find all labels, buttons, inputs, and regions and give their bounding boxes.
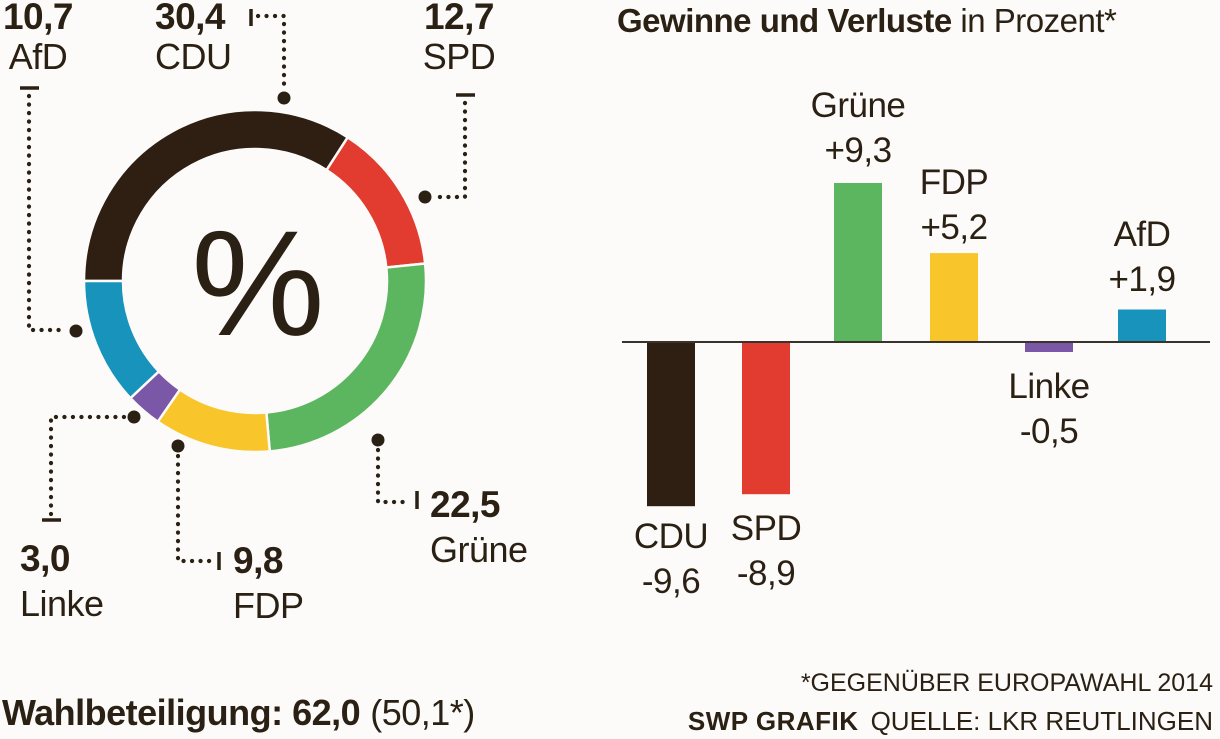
spd-value: 12,7 bbox=[423, 0, 495, 37]
leader-dot-spd bbox=[418, 190, 432, 204]
bar-afd-value: +1,9 bbox=[1108, 260, 1176, 299]
cdu-value: 30,4 bbox=[155, 0, 226, 37]
donut-label-afd: 10,7 AfD bbox=[2, 0, 74, 77]
afd-value: 10,7 bbox=[2, 0, 74, 37]
bar-label-afd: AfD +1,9 bbox=[1067, 212, 1217, 302]
gruene-name: Grüne bbox=[430, 529, 528, 570]
fdp-value: 9,8 bbox=[233, 540, 283, 581]
gruene-value: 22,5 bbox=[430, 484, 501, 525]
leader-dotted-line-fdp bbox=[175, 453, 213, 564]
bar-label-spd: SPD -8,9 bbox=[691, 506, 841, 596]
donut-label-gruene: 22,5 Grüne bbox=[430, 482, 528, 572]
bar-gruene-value: +9,3 bbox=[824, 131, 892, 170]
donut-label-cdu: 30,4 CDU bbox=[155, 0, 232, 77]
gains-losses-bar-chart bbox=[622, 183, 1210, 507]
title-rest: in Prozent* bbox=[951, 2, 1117, 39]
bar-linke bbox=[1025, 342, 1073, 352]
spd-name: SPD bbox=[422, 36, 496, 77]
donut-segment-afd bbox=[82, 279, 161, 400]
bar-label-gruene: Grüne +9,3 bbox=[783, 83, 933, 173]
linke-value: 3,0 bbox=[20, 538, 70, 579]
leader-dotted-line-cdu bbox=[255, 13, 287, 91]
title-bold: Gewinne und Verluste bbox=[617, 2, 952, 39]
bar-spd bbox=[742, 342, 790, 495]
bar-fdp-name: FDP bbox=[919, 163, 989, 202]
bar-chart-title: Gewinne und Verluste in Prozent* bbox=[617, 2, 1117, 40]
turnout-line: Wahlbeteiligung: 62,0 (50,1*) bbox=[2, 692, 475, 734]
bar-cdu-name: CDU bbox=[633, 517, 709, 556]
leader-lines bbox=[20, 9, 475, 570]
donut-label-linke: 3,0 Linke bbox=[20, 536, 104, 626]
donut-chart bbox=[82, 108, 428, 454]
percent-symbol: % bbox=[191, 199, 325, 367]
source-credit: SWP GRAFIK QUELLE: LKR REUTLINGEN bbox=[688, 706, 1213, 737]
bar-fdp-value: +5,2 bbox=[920, 208, 988, 247]
turnout-rest: (50,1*) bbox=[370, 692, 475, 733]
bar-spd-value: -8,9 bbox=[736, 554, 796, 593]
bar-spd-name: SPD bbox=[730, 509, 802, 548]
leader-dot-fdp bbox=[171, 439, 185, 453]
bar-label-linke: Linke -0,5 bbox=[974, 364, 1124, 454]
bar-grüne bbox=[834, 183, 882, 342]
leader-dot-cdu bbox=[277, 91, 291, 105]
bar-afd-name: AfD bbox=[1113, 215, 1171, 254]
afd-name: AfD bbox=[8, 36, 68, 77]
bar-label-fdp: FDP +5,2 bbox=[879, 160, 1029, 250]
linke-name: Linke bbox=[20, 583, 104, 624]
bar-label-cdu: CDU -9,6 bbox=[596, 514, 746, 604]
cdu-name: CDU bbox=[155, 36, 232, 77]
turnout-bold: Wahlbeteiligung: 62,0 bbox=[2, 692, 361, 733]
credit-brand: SWP GRAFIK bbox=[687, 706, 859, 736]
leader-dotted-line-spd bbox=[433, 100, 468, 200]
leader-dotted-line-grüne bbox=[375, 447, 411, 505]
fdp-name: FDP bbox=[233, 585, 304, 626]
leader-dot-grüne bbox=[371, 433, 385, 447]
credit-source: QUELLE: LKR REUTLINGEN bbox=[870, 706, 1213, 736]
bar-linke-name: Linke bbox=[1008, 367, 1090, 406]
bar-cdu-value: -9,6 bbox=[641, 562, 701, 601]
leader-dotted-line-linke bbox=[48, 414, 127, 517]
donut-label-fdp: 9,8 FDP bbox=[233, 538, 304, 628]
leader-dot-afd bbox=[69, 324, 83, 338]
bar-fdp bbox=[930, 253, 978, 342]
bar-linke-value: -0,5 bbox=[1019, 412, 1079, 451]
bar-cdu bbox=[647, 342, 695, 507]
leader-dotted-line-afd bbox=[26, 93, 69, 333]
bar-afd bbox=[1118, 309, 1166, 342]
footnote: *GEGENÜBER EUROPAWAHL 2014 bbox=[800, 669, 1213, 697]
bar-gruene-name: Grüne bbox=[810, 86, 906, 125]
leader-dot-linke bbox=[127, 410, 141, 424]
donut-label-spd: 12,7 SPD bbox=[418, 0, 500, 77]
